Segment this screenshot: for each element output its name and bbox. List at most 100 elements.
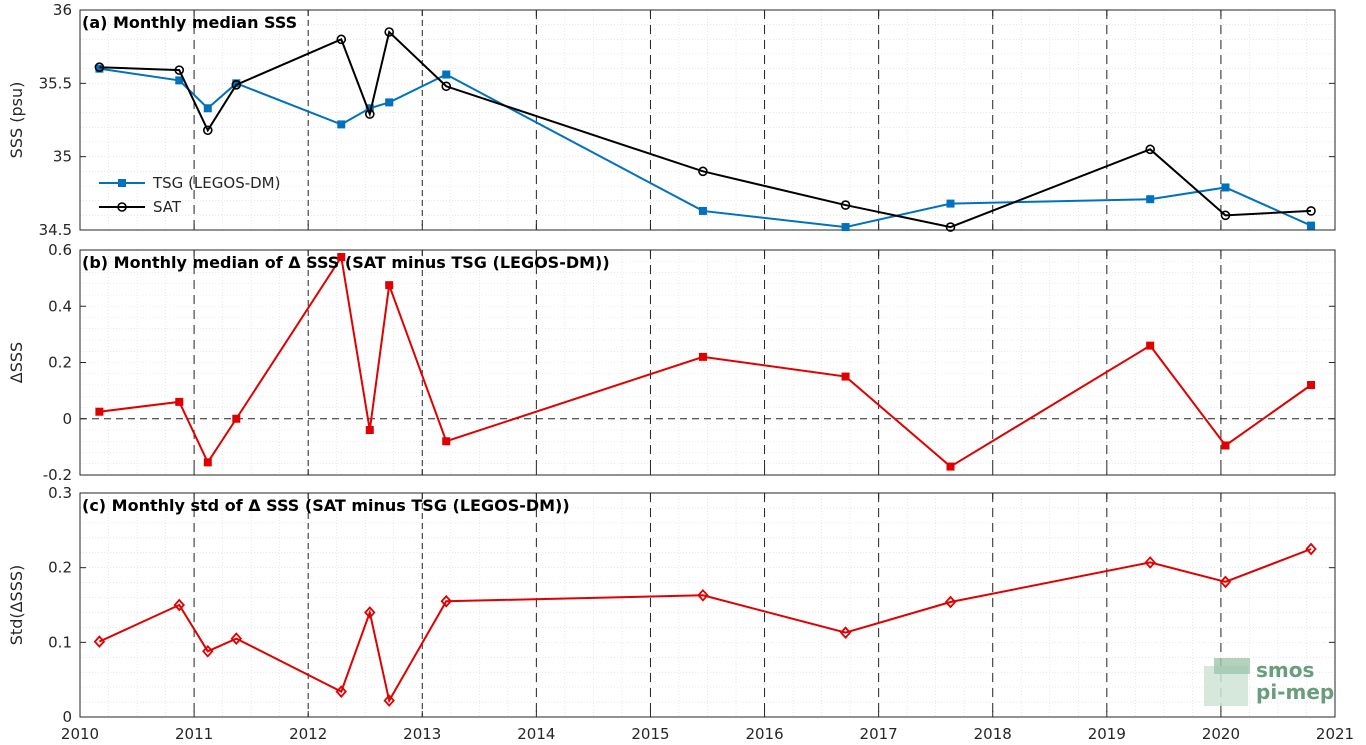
legend-marker	[117, 202, 127, 212]
data-point	[1221, 441, 1230, 450]
series-tsg-legos-dm-	[95, 64, 1316, 232]
x-tick-label: 2016	[745, 725, 783, 743]
data-point	[441, 81, 452, 92]
y-tick-label: 0.1	[48, 633, 72, 651]
data-point	[840, 200, 851, 210]
data-point	[93, 635, 106, 648]
panel-b: -0.2 0 0.2 0.4 0.6 ΔSSS (b) Monthly median of …	[7, 241, 1336, 484]
smos-pimep-logo: smos pi-mep	[1204, 658, 1334, 706]
data-point	[1219, 575, 1232, 589]
panel-title: (b) Monthly median of Δ SSS (SAT minus T…	[82, 253, 610, 272]
data-point	[337, 120, 346, 129]
y-tick-label: -0.2	[43, 466, 72, 484]
data-point	[173, 598, 185, 612]
axes-frame	[79, 492, 1336, 718]
x-tick-label: 2011	[175, 725, 213, 743]
series-sat	[94, 27, 1316, 232]
series-line	[99, 254, 1312, 468]
y-tick-label: 34.5	[39, 221, 72, 239]
data-point	[442, 437, 451, 446]
x-tick-label: 2013	[403, 725, 441, 743]
data-point	[364, 109, 375, 119]
y-tick-label: 0.2	[48, 354, 72, 372]
data-point	[945, 222, 956, 232]
data-point	[944, 595, 957, 609]
legend-label: TSG (LEGOS-DM)	[152, 174, 280, 192]
legend-label: SAT	[153, 198, 182, 216]
y-tick-label: 0.3	[48, 484, 72, 502]
series-line	[99, 67, 1312, 229]
data-point	[383, 694, 395, 707]
x-tick-label: 2010	[61, 725, 99, 743]
y-tick-label: 35.5	[39, 74, 72, 92]
y-axis-title: SSS (psu)	[7, 82, 26, 159]
data-point	[231, 80, 242, 90]
legend-marker	[118, 179, 126, 187]
data-point	[384, 27, 394, 37]
y-tick-label: 36	[53, 1, 72, 19]
y-tick-label: 0.4	[48, 297, 72, 315]
panel-a: 34.5 35 35.5 36 SSS (psu) (a) Monthly median …	[7, 1, 1336, 239]
series-line	[99, 30, 1312, 229]
data-point	[95, 407, 104, 416]
data-point	[946, 199, 955, 208]
data-point	[1221, 183, 1230, 192]
data-point	[839, 626, 852, 639]
series-delta-0	[93, 542, 1317, 707]
data-point	[1145, 144, 1155, 155]
y-tick-label: 0	[62, 708, 72, 726]
data-point	[365, 426, 374, 434]
x-tick-label: 2020	[1202, 725, 1240, 743]
data-point	[698, 166, 708, 177]
y-tick-label: 0.2	[48, 559, 72, 577]
data-point	[698, 352, 707, 361]
logo-line1: smos	[1256, 658, 1314, 682]
data-point	[841, 372, 850, 381]
x-tick-label: 2015	[631, 725, 669, 743]
x-tick-label: 2012	[289, 725, 327, 743]
x-tick-label: 2017	[860, 725, 898, 743]
data-point	[174, 65, 185, 75]
data-point	[1144, 556, 1156, 569]
data-point	[1305, 542, 1317, 556]
data-point	[202, 125, 213, 136]
data-point	[232, 414, 241, 423]
data-point	[175, 76, 184, 85]
series-delta-0	[95, 253, 1316, 471]
data-point	[385, 98, 394, 107]
y-tick-label: 0	[62, 410, 72, 428]
data-point	[442, 70, 451, 79]
data-point	[385, 281, 394, 290]
data-point	[203, 458, 212, 467]
y-tick-label: 0.6	[48, 241, 72, 259]
x-tick-label: 2019	[1088, 725, 1126, 743]
x-tick-label: 2018	[974, 725, 1012, 743]
data-point	[175, 397, 184, 406]
data-point	[1146, 195, 1155, 204]
data-point	[203, 104, 212, 113]
data-point	[1146, 341, 1155, 350]
data-point	[364, 606, 376, 619]
panel-title: (a) Monthly median SSS	[82, 13, 297, 32]
data-point	[1220, 210, 1231, 221]
data-point	[697, 588, 709, 602]
logo-mark-band	[1214, 658, 1250, 674]
data-point	[336, 34, 347, 45]
y-tick-label: 35	[53, 148, 72, 166]
data-point	[230, 632, 243, 645]
data-point	[94, 62, 105, 72]
data-point	[335, 685, 347, 698]
axes-frame	[79, 9, 1336, 231]
data-point	[698, 206, 707, 215]
data-point	[337, 253, 346, 262]
data-point	[946, 462, 955, 471]
legend: TSG (LEGOS-DM) SAT	[99, 174, 280, 216]
logo-line2: pi-mep	[1256, 680, 1334, 704]
data-point	[440, 594, 452, 608]
x-tick-label: 2014	[517, 725, 555, 743]
data-point	[841, 223, 850, 232]
panel-c: 0 0.1 0.2 0.3 2010 2011 2012 2013 2014 2015 2016 20…	[7, 484, 1354, 743]
data-point	[202, 644, 214, 658]
grid	[79, 492, 1336, 718]
